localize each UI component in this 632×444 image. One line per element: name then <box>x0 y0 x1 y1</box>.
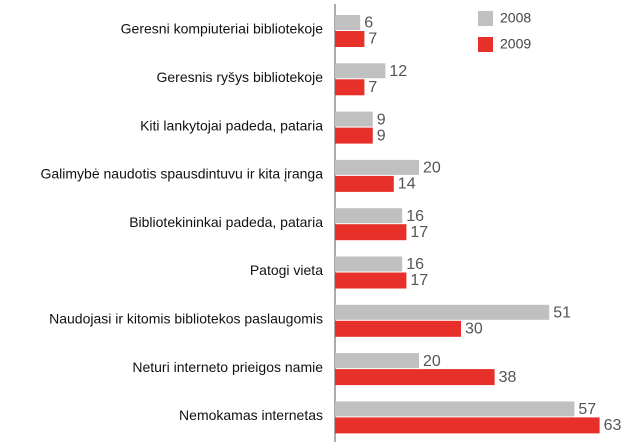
category-label: Geresnis ryšys bibliotekoje <box>156 69 323 85</box>
category-label: Patogi vieta <box>250 262 323 278</box>
bar <box>335 175 394 192</box>
category-label: Geresni kompiuteriai bibliotekoje <box>121 21 324 37</box>
legend-swatch <box>478 37 493 52</box>
category-label: Naudojasi ir kitomis bibliotekos paslaug… <box>49 311 323 327</box>
value-label: 12 <box>389 63 407 80</box>
bar <box>335 224 407 241</box>
bar <box>335 15 361 30</box>
value-label: 20 <box>423 160 441 177</box>
legend-label: 2009 <box>500 36 531 52</box>
category-label: Galimybė naudotis spausdintuvu ir kita į… <box>41 166 324 182</box>
value-label: 9 <box>377 127 386 144</box>
value-label: 14 <box>398 176 416 193</box>
bar <box>335 272 407 289</box>
bar <box>335 63 386 79</box>
value-label: 17 <box>410 272 428 289</box>
category-label: Bibliotekininkai padeda, pataria <box>129 214 323 230</box>
legend-label: 2008 <box>500 10 531 26</box>
category-label: Nemokamas internetas <box>179 407 323 423</box>
bar <box>335 159 419 175</box>
value-label: 6 <box>364 15 373 32</box>
bar <box>335 111 373 127</box>
bar <box>335 417 600 434</box>
bar <box>335 208 403 224</box>
legend-swatch <box>478 11 493 26</box>
bar <box>335 369 495 386</box>
value-label: 16 <box>406 256 424 273</box>
bar <box>335 353 419 369</box>
value-label: 7 <box>368 79 377 96</box>
value-label: 51 <box>553 305 571 322</box>
bar <box>335 79 365 96</box>
bar <box>335 256 403 272</box>
value-label: 16 <box>406 208 424 225</box>
bar <box>335 304 550 320</box>
value-label: 57 <box>578 401 596 418</box>
value-label: 20 <box>423 353 441 370</box>
value-label: 7 <box>368 31 377 48</box>
bar <box>335 320 461 337</box>
value-label: 38 <box>499 369 517 386</box>
bar <box>335 31 365 47</box>
category-label: Kiti lankytojai padeda, pataria <box>140 117 323 133</box>
value-label: 9 <box>377 111 386 128</box>
value-label: 17 <box>410 224 428 241</box>
category-label: Neturi interneto prieigos namie <box>132 359 323 375</box>
value-label: 30 <box>465 321 483 338</box>
bar <box>335 127 373 144</box>
value-label: 63 <box>604 417 622 434</box>
bar <box>335 401 575 417</box>
